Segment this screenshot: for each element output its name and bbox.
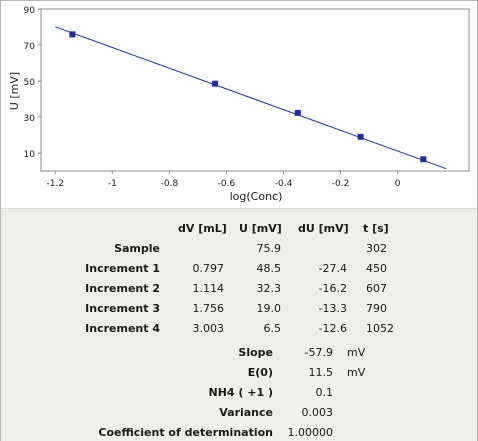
- stat-value-slope: -57.9: [304, 346, 333, 359]
- cell-dv: 3.003: [192, 322, 225, 335]
- cell-du: -27.4: [318, 262, 347, 275]
- stat-label-variance: Variance: [219, 406, 273, 419]
- data-point: [420, 156, 427, 163]
- y-tick-label: 30: [24, 114, 36, 124]
- cell-du: -16.2: [318, 282, 347, 295]
- calibration-chart: 90 70 50 30 10 -1.2 -1 -0.8 -0.6 -0.4 -0.2 0 U [mV…: [1, 1, 477, 208]
- x-tick-label: -0.6: [218, 179, 236, 189]
- cell-dv: 1.114: [192, 282, 225, 295]
- plot-frame: [40, 8, 470, 172]
- x-tick-label: -1.2: [46, 179, 64, 189]
- cell-u: 19.0: [256, 302, 282, 315]
- cell-u: 32.3: [256, 282, 282, 295]
- cell-u: 6.5: [263, 322, 282, 335]
- data-point: [212, 80, 219, 87]
- y-axis-label: U [mV]: [8, 72, 21, 110]
- x-axis-label: log(Conc): [230, 190, 283, 203]
- cell-dv: 0.797: [192, 262, 225, 275]
- cell-t: 450: [366, 262, 387, 275]
- x-tick-label: -0.4: [275, 179, 293, 189]
- row-label-increment-2: Increment 2: [85, 282, 160, 295]
- x-tick-label: -0.2: [332, 179, 350, 189]
- data-point: [69, 31, 76, 38]
- stat-unit-e0: mV: [347, 366, 366, 379]
- y-tick-label: 10: [24, 150, 36, 160]
- row-label-increment-1: Increment 1: [85, 262, 160, 275]
- stat-label-coefficient: Coefficient of determination: [98, 426, 273, 439]
- header-t: t [s]: [363, 222, 389, 235]
- stat-unit-slope: mV: [347, 346, 366, 359]
- cell-u: 75.9: [256, 242, 282, 255]
- stat-label-e0: E(0): [247, 366, 273, 379]
- header-du: dU [mV]: [298, 222, 349, 235]
- cell-du: -12.6: [318, 322, 347, 335]
- row-label-increment-4: Increment 4: [85, 322, 160, 335]
- y-tick-label: 70: [24, 42, 36, 52]
- stat-value-e0: 11.5: [308, 366, 334, 379]
- fit-line: [55, 26, 447, 170]
- cell-t: 607: [366, 282, 387, 295]
- x-tick-label: 0: [395, 179, 401, 189]
- x-tick-label: -1: [108, 179, 117, 189]
- data-point: [357, 133, 364, 140]
- row-label-increment-3: Increment 3: [85, 302, 160, 315]
- y-tick-label: 50: [24, 78, 36, 88]
- stat-label-nh4: NH4 ( +1 ): [208, 386, 273, 399]
- results-panel: dV [mL] U [mV] dU [mV] t [s] Sample 75.9…: [1, 208, 477, 441]
- stat-label-slope: Slope: [238, 346, 273, 359]
- header-u: U [mV]: [239, 222, 282, 235]
- cell-t: 302: [366, 242, 387, 255]
- cell-dv: 1.756: [192, 302, 225, 315]
- cell-du: -13.3: [318, 302, 347, 315]
- chart-svg: 90 70 50 30 10 -1.2 -1 -0.8 -0.6 -0.4 -0.2 0 U [mV…: [8, 6, 470, 203]
- x-tick-label: -0.8: [161, 179, 179, 189]
- stat-value-coefficient: 1.00000: [287, 426, 334, 439]
- cell-t: 790: [366, 302, 387, 315]
- header-dv: dV [mL]: [178, 222, 227, 235]
- stat-value-nh4: 0.1: [315, 386, 334, 399]
- data-point: [294, 109, 301, 116]
- cell-u: 48.5: [256, 262, 282, 275]
- row-label-sample: Sample: [114, 242, 160, 255]
- stat-value-variance: 0.003: [301, 406, 334, 419]
- cell-t: 1052: [366, 322, 394, 335]
- y-tick-label: 90: [24, 6, 36, 16]
